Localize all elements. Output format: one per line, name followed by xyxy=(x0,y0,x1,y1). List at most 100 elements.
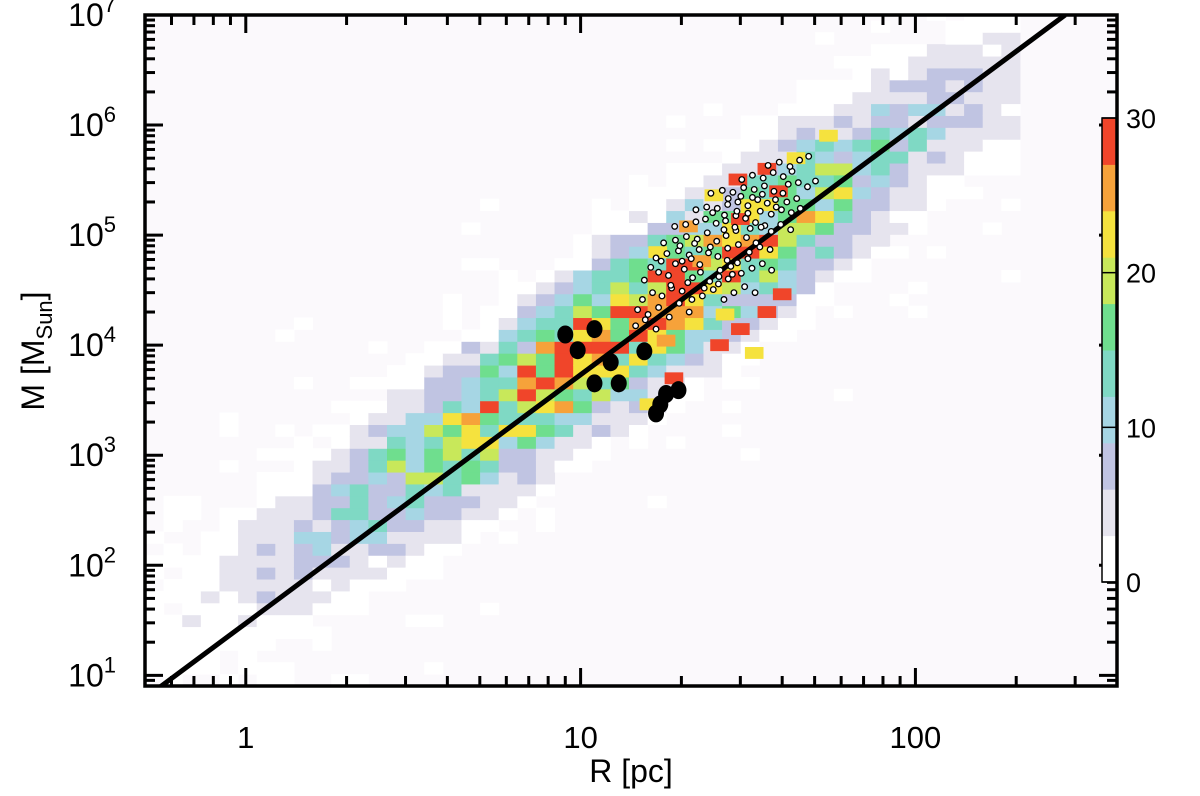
heatmap-cell xyxy=(442,507,462,521)
heatmap-cell xyxy=(629,186,649,200)
heatmap-cell xyxy=(387,436,407,449)
heatmap-cell xyxy=(796,293,816,307)
heatmap-cell xyxy=(368,495,388,509)
heatmap-cell xyxy=(1001,79,1021,93)
heatmap-cell xyxy=(982,127,1002,140)
heatmap-cell xyxy=(405,424,425,437)
heatmap-cell xyxy=(945,163,965,176)
open-circle-point xyxy=(775,158,783,166)
open-circle-point xyxy=(667,281,675,289)
heatmap-cell xyxy=(461,388,481,402)
heatmap-cell xyxy=(349,448,369,461)
heatmap-cell xyxy=(591,341,611,354)
heatmap-peak-cell xyxy=(757,306,777,318)
heatmap-cell xyxy=(424,543,444,556)
heatmap-cell xyxy=(461,460,481,473)
open-circle-point xyxy=(713,237,721,245)
heatmap-cell xyxy=(405,543,425,556)
heatmap-cell xyxy=(535,341,556,354)
heatmap-cell xyxy=(573,269,593,283)
heatmap-cell xyxy=(926,15,946,21)
open-circle-point xyxy=(641,316,649,324)
open-circle-point xyxy=(709,209,717,217)
heatmap-cell xyxy=(442,483,462,497)
heatmap-cell xyxy=(387,579,407,592)
heatmap-cell xyxy=(573,305,593,319)
heatmap-cell xyxy=(238,602,258,616)
heatmap-cell xyxy=(256,483,276,497)
heatmap-cell xyxy=(461,495,481,509)
heatmap-cell xyxy=(480,412,500,426)
open-circle-point xyxy=(751,289,759,297)
heatmap-cell xyxy=(591,222,611,235)
heatmap-cell xyxy=(312,448,332,461)
heatmap-cell xyxy=(722,424,742,437)
heatmap-cell xyxy=(331,436,351,449)
y-tick-label: 106 xyxy=(68,102,116,143)
heatmap-cell xyxy=(219,555,239,568)
heatmap-cell xyxy=(535,317,556,330)
heatmap-cell xyxy=(964,127,984,140)
colorbar-tick-label: 20 xyxy=(1126,259,1156,289)
heatmap-cell xyxy=(964,56,984,69)
heatmap-cell xyxy=(312,472,332,485)
y-axis-label: M [MSun] xyxy=(15,291,57,410)
heatmap-cell xyxy=(256,674,276,686)
heatmap-cell xyxy=(871,127,891,140)
heatmap-cell xyxy=(740,163,760,176)
heatmap-cell xyxy=(554,341,574,354)
heatmap-cell xyxy=(331,495,351,509)
heatmap-cell xyxy=(535,353,556,366)
heatmap-cell xyxy=(293,602,314,616)
heatmap-cell xyxy=(219,507,239,521)
heatmap-cell xyxy=(982,103,1002,116)
heatmap-cell xyxy=(610,246,630,259)
heatmap-cell xyxy=(498,305,518,319)
heatmap-cell xyxy=(703,103,723,116)
heatmap-cell xyxy=(517,388,537,402)
heatmap-cell xyxy=(312,519,332,532)
heatmap-cell xyxy=(461,483,481,497)
heatmap-cell xyxy=(238,579,258,592)
heatmap-cell xyxy=(1001,163,1021,176)
heatmap-cell xyxy=(759,329,779,342)
open-circle-point xyxy=(796,204,804,212)
heatmap-cell xyxy=(554,400,574,414)
heatmap-cell xyxy=(945,20,965,33)
heatmap-cell xyxy=(889,103,909,116)
heatmap-cell xyxy=(238,555,258,568)
heatmap-cell xyxy=(424,614,444,628)
heatmap-cell xyxy=(777,127,798,140)
heatmap-cell xyxy=(908,79,928,93)
open-circle-point xyxy=(744,202,752,210)
heatmap-cell xyxy=(871,186,891,200)
heatmap-cell xyxy=(275,674,295,686)
heatmap-peak-cell xyxy=(744,346,764,359)
heatmap-cell xyxy=(647,365,667,378)
heatmap-cell xyxy=(293,472,314,485)
heatmap-cell xyxy=(349,507,369,521)
heatmap-cell xyxy=(424,555,444,568)
heatmap-cell xyxy=(1001,115,1021,128)
heatmap-cell xyxy=(833,186,853,200)
heatmap-cell xyxy=(684,365,704,378)
heatmap-cell xyxy=(945,186,965,200)
heatmap-cell xyxy=(703,139,723,152)
heatmap-cell xyxy=(256,495,276,509)
heatmap-cell xyxy=(331,483,351,497)
heatmap-cell xyxy=(684,186,704,200)
heatmap-cell xyxy=(461,329,481,342)
heatmap-cell xyxy=(871,210,891,223)
filled-circle-point xyxy=(636,342,653,361)
heatmap-cell xyxy=(200,555,220,568)
open-circle-point xyxy=(689,274,697,282)
heatmap-cell xyxy=(182,614,202,628)
heatmap-cell xyxy=(182,555,202,568)
heatmap-cell xyxy=(293,483,314,497)
heatmap-cell xyxy=(349,590,369,604)
heatmap-cell xyxy=(387,472,407,485)
heatmap-cell xyxy=(945,151,965,164)
heatmap-cell xyxy=(889,67,909,81)
heatmap-cell xyxy=(200,614,220,628)
heatmap-cell xyxy=(703,293,723,307)
